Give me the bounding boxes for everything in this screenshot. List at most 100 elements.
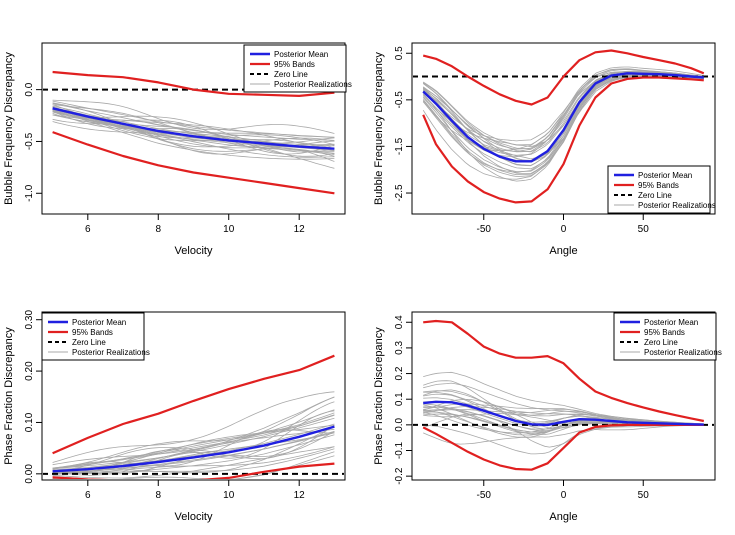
realization-line	[52, 111, 335, 157]
chart-panel-4: -50 0 50 -0.2 -0.1 0.0 0.1 0.2 0.3 0.4 Angle Phase …	[373, 311, 722, 523]
realizations-group	[52, 391, 335, 479]
x-tick-label: 6	[85, 490, 91, 501]
y-tick-label: -1.5	[394, 137, 405, 155]
realization-line	[52, 106, 335, 147]
posterior-mean-line	[423, 400, 704, 427]
realization-line	[52, 396, 335, 469]
legend-label: Posterior Realizations	[72, 348, 150, 357]
legend-label: Zero Line	[644, 338, 678, 347]
y-tick-label: -1.0	[24, 184, 35, 202]
realization-line	[52, 104, 335, 144]
x-tick-label: 10	[223, 224, 235, 235]
realization-line	[422, 74, 704, 170]
y-tick-label: 0.1	[394, 392, 405, 406]
upper-band-line	[423, 319, 705, 423]
plot-area	[43, 354, 344, 479]
x-tick-label: 0	[561, 490, 567, 501]
legend-label: Posterior Realizations	[274, 80, 352, 89]
x-axis-label: Velocity	[175, 245, 213, 257]
x-tick-label: 12	[294, 224, 306, 235]
y-tick-label: 0.3	[394, 341, 405, 355]
y-tick-label: 0.4	[394, 315, 405, 329]
realization-line	[422, 66, 704, 146]
lower-band-line	[422, 76, 704, 204]
plot-area	[43, 70, 344, 195]
legend-label: Posterior Realizations	[638, 201, 716, 210]
legend-label: Posterior Realizations	[644, 348, 722, 357]
realization-line	[52, 434, 335, 474]
legend-label: Zero Line	[72, 338, 106, 347]
y-tick-label: 0.30	[24, 310, 35, 330]
realization-line	[52, 391, 335, 463]
lower-band-line	[52, 131, 335, 195]
realization-line	[52, 409, 335, 471]
upper-band-line	[422, 49, 705, 106]
posterior-mean-line	[422, 72, 704, 163]
upper-band-line	[52, 70, 335, 97]
y-axis-label: Phase Fraction Discrepancy	[373, 327, 385, 465]
realization-line	[423, 390, 704, 425]
y-tick-label: -2.5	[394, 184, 405, 202]
y-tick-label: -0.5	[394, 91, 405, 109]
x-tick-label: -50	[477, 224, 492, 235]
y-axis-label: Bubble Frequency Discrepancy	[373, 52, 385, 205]
chart-panel-2: -50 0 50 -2.5 -1.5 -0.5 0.5 Angle Bubble Frequen…	[373, 42, 716, 257]
y-tick-label: 0.10	[24, 412, 35, 432]
y-tick-label: -0.1	[394, 441, 405, 459]
legend-label: 95% Bands	[638, 181, 679, 190]
realization-line	[52, 102, 335, 148]
realization-line	[52, 108, 335, 150]
legend-label: 95% Bands	[274, 60, 315, 69]
realization-line	[52, 431, 335, 473]
x-tick-label: -50	[477, 490, 492, 501]
chart-panel-1: 6 8 10 12 -1.0 -0.5 0.0 Velocity Bubble Frequenc…	[3, 42, 352, 257]
x-tick-label: 8	[155, 490, 161, 501]
x-tick-label: 8	[155, 224, 161, 235]
y-tick-label: 0.0	[394, 417, 405, 431]
x-tick-label: 50	[638, 490, 650, 501]
x-axis-label: Angle	[549, 245, 577, 257]
realization-line	[52, 414, 335, 470]
realization-line	[423, 424, 704, 445]
x-axis-label: Angle	[549, 511, 577, 523]
posterior-mean-line	[52, 425, 335, 473]
realization-line	[52, 106, 335, 149]
legend-label: Posterior Mean	[638, 171, 692, 180]
x-tick-label: 6	[85, 224, 91, 235]
legend-label: 95% Bands	[644, 328, 685, 337]
realization-line	[52, 99, 335, 134]
legend-label: Zero Line	[638, 191, 672, 200]
legend-label: Posterior Mean	[72, 318, 126, 327]
x-tick-label: 0	[561, 224, 567, 235]
legend-label: Posterior Mean	[274, 50, 328, 59]
plot-area	[413, 49, 714, 204]
x-tick-label: 12	[294, 490, 306, 501]
y-tick-label: -0.2	[394, 467, 405, 485]
y-tick-label: 0.00	[24, 464, 35, 484]
y-axis-label: Bubble Frequency Discrepancy	[3, 52, 15, 205]
legend-label: Zero Line	[274, 70, 308, 79]
plot-area	[413, 319, 714, 471]
y-tick-label: 0.5	[394, 46, 405, 60]
lower-band-line	[52, 462, 335, 479]
y-tick-label: 0.0	[24, 82, 35, 96]
posterior-mean-line	[52, 107, 335, 150]
legend-label: Posterior Mean	[644, 318, 698, 327]
y-tick-label: -0.5	[24, 132, 35, 150]
y-axis-label: Phase Fraction Discrepancy	[3, 327, 15, 465]
chart-panel-3: 6 8 10 12 0.00 0.10 0.20 0.30 Velocity Phase Frac…	[3, 310, 346, 523]
x-tick-label: 10	[223, 490, 235, 501]
x-tick-label: 50	[638, 224, 650, 235]
legend-label: 95% Bands	[72, 328, 113, 337]
y-tick-label: 0.20	[24, 361, 35, 381]
realizations-group	[52, 99, 335, 169]
lower-band-line	[422, 423, 704, 471]
realization-line	[52, 448, 335, 474]
realization-line	[52, 417, 335, 470]
x-axis-label: Velocity	[175, 511, 213, 523]
